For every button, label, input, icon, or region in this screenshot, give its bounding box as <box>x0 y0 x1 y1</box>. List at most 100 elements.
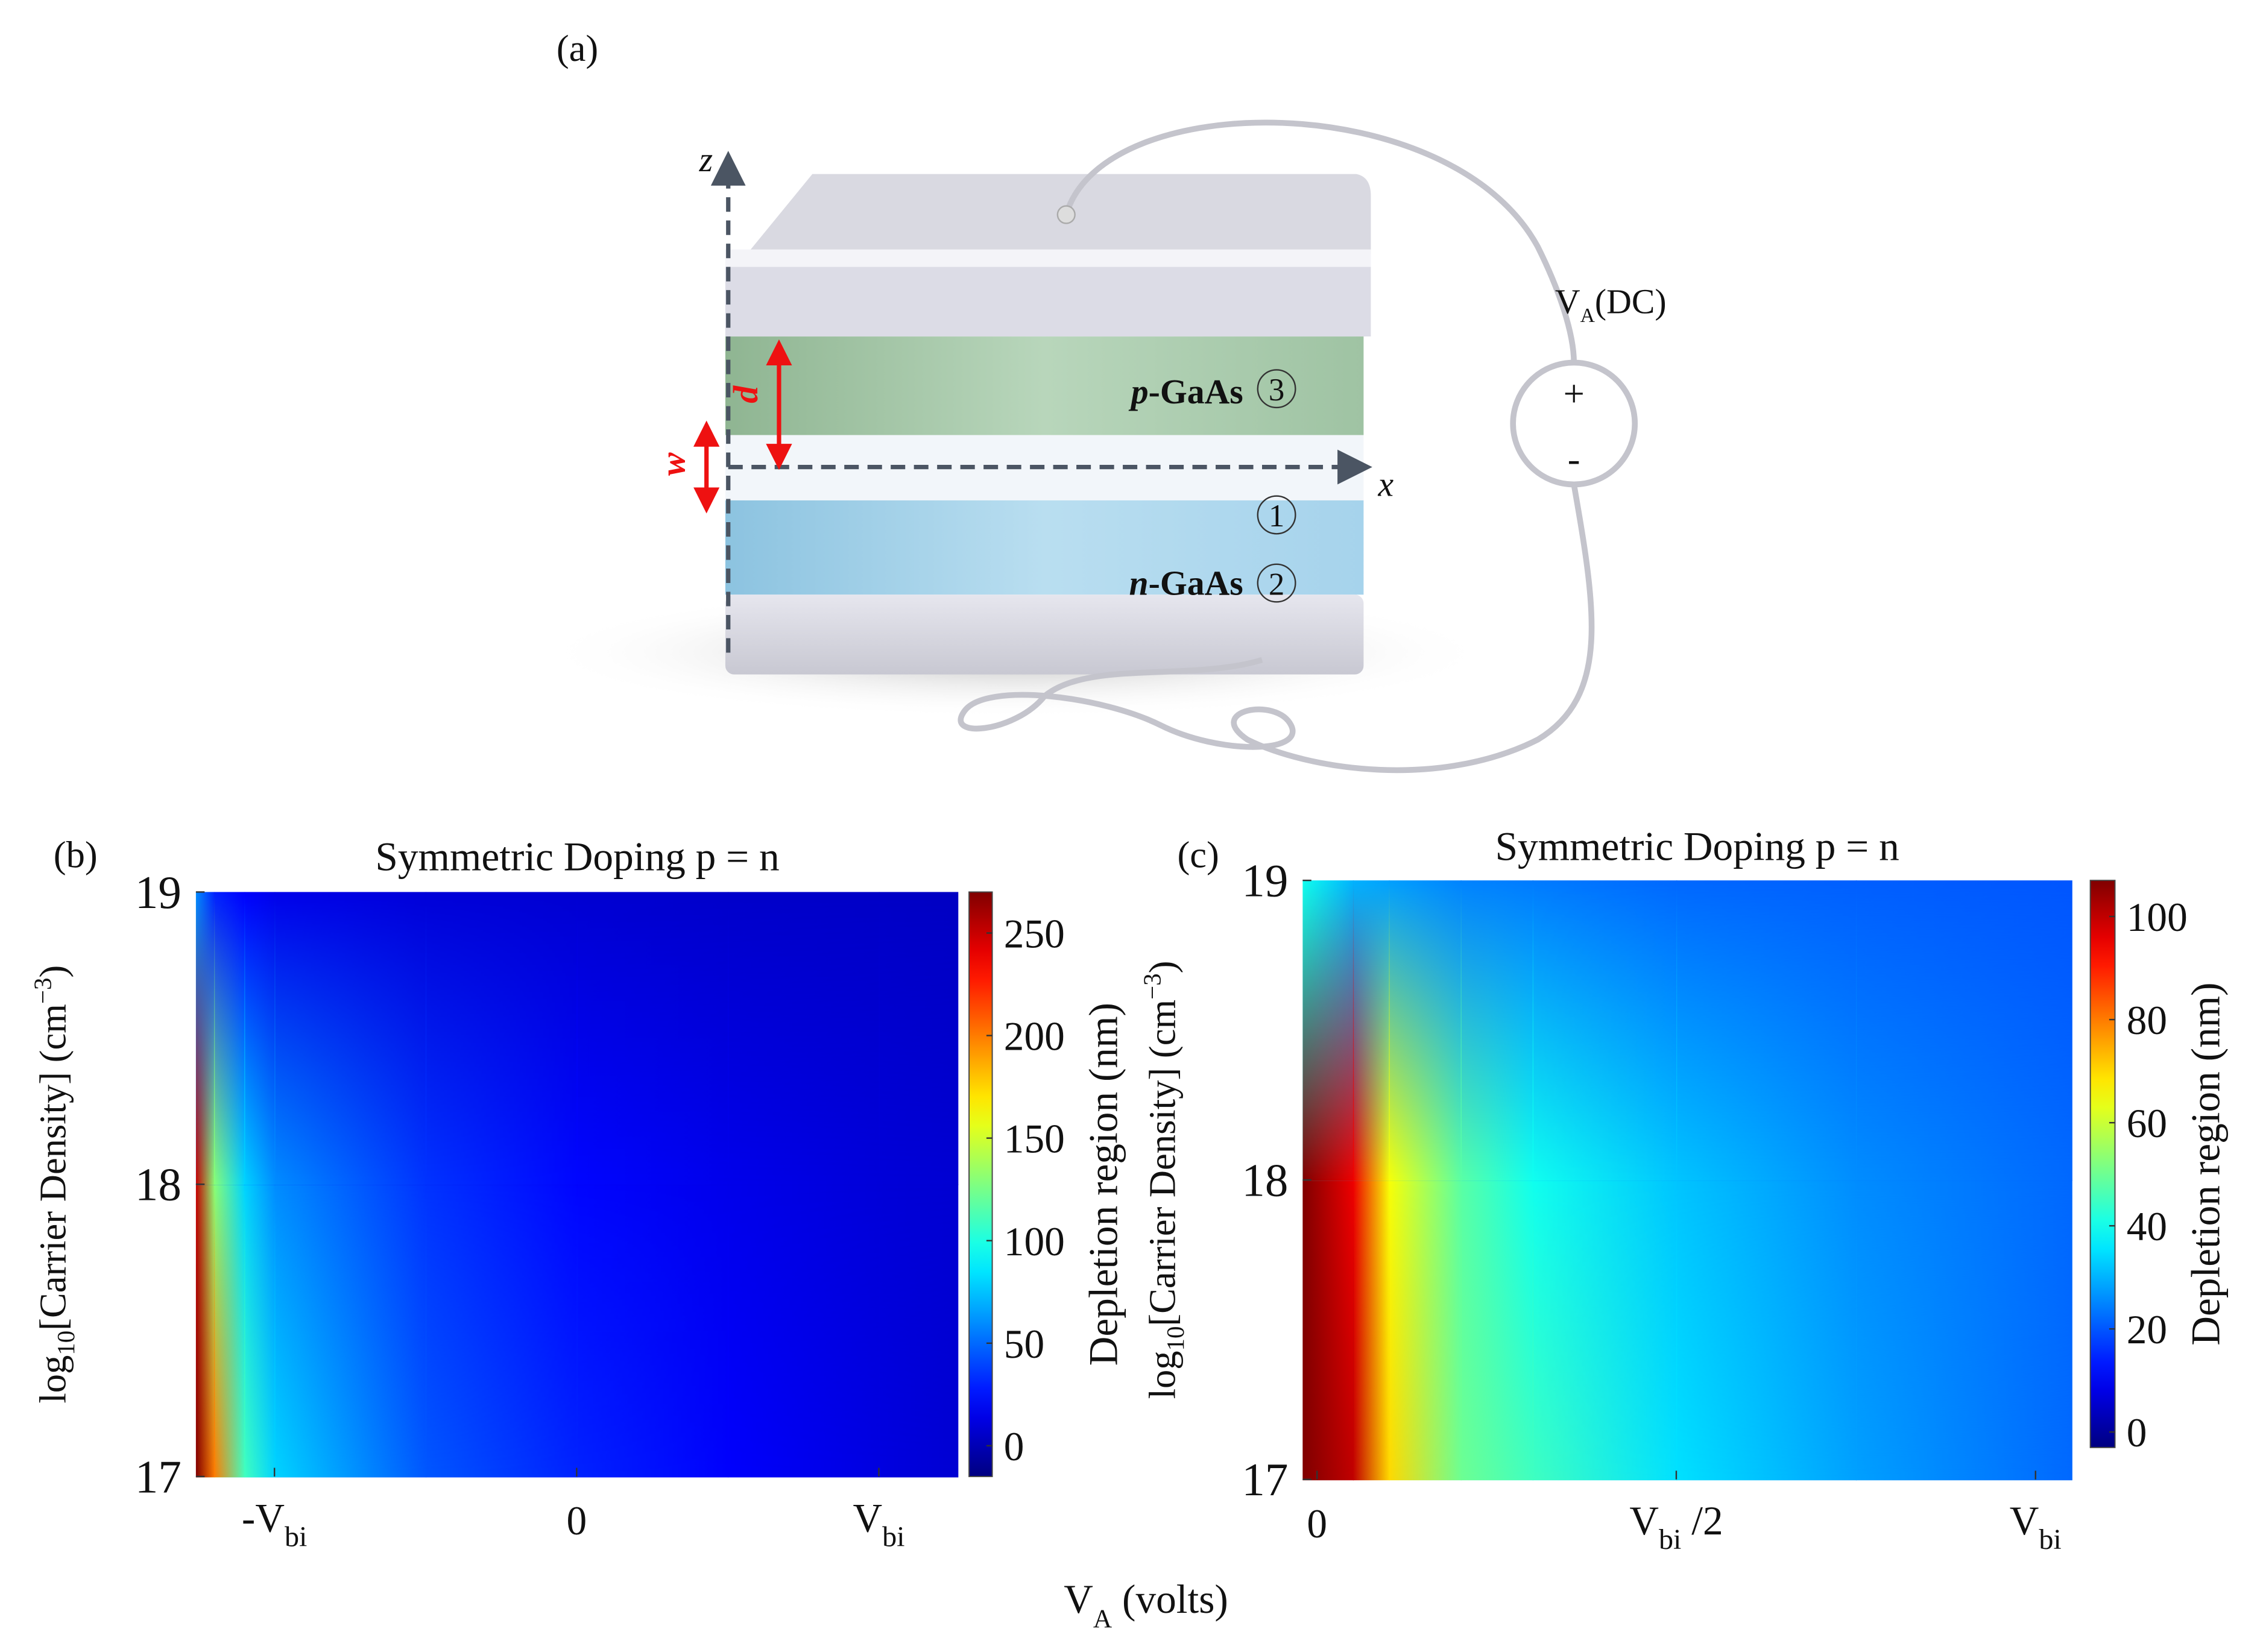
n-layer <box>725 500 1364 595</box>
source-minus: - <box>1568 438 1580 480</box>
heatmap-cell <box>1855 880 2072 1181</box>
x-tick-label: 0 <box>1307 1501 1327 1546</box>
heatmap-cell <box>244 1184 276 1478</box>
superscript: −3 <box>1139 973 1166 1000</box>
heatmap-cell <box>1352 1179 1390 1481</box>
device-diagram: (a) + - VA(DC) z x d w p-GaAs 3 1 n-GaAs… <box>537 27 1667 774</box>
subscript: 10 <box>52 1331 80 1355</box>
heatmap-cell <box>274 892 427 1185</box>
voltage-source <box>1510 359 1638 488</box>
colorbar-tick-label: 0 <box>2127 1410 2147 1455</box>
prefix: log <box>1141 1351 1184 1399</box>
tick-text: V <box>853 1495 882 1540</box>
top-contact <box>725 266 1371 337</box>
p-layer <box>725 336 1364 435</box>
colorbar-tick-label: 20 <box>2127 1307 2167 1352</box>
subscript: A <box>1093 1604 1112 1633</box>
subscript: bi <box>285 1521 307 1553</box>
material: -GaAs <box>1149 373 1243 411</box>
source-plus: + <box>1564 373 1585 415</box>
heatmap-cell <box>274 1184 427 1478</box>
heatmap-cell <box>195 892 215 1185</box>
w-label: w <box>655 452 693 476</box>
colorbar-tick-label: 100 <box>2127 895 2188 940</box>
y-axis-label: log10[Carrier Density] (cm−3) <box>1139 961 1189 1399</box>
d-label: d <box>727 385 765 403</box>
suffix: ) <box>31 965 74 978</box>
top-edge <box>725 249 1371 267</box>
prefix: log <box>31 1355 74 1404</box>
x-axis-label: VA (volts) <box>1064 1577 1228 1633</box>
layer-number: 3 <box>1269 373 1284 408</box>
suffix: ) <box>1141 961 1184 974</box>
colorbar-label: Depletion region (nm) <box>2183 982 2229 1345</box>
subscript: bi <box>882 1521 904 1553</box>
wire <box>958 484 1595 774</box>
prefix: n <box>1129 564 1148 602</box>
heatmap-cell <box>425 1184 578 1478</box>
heatmap-cell <box>1532 880 1678 1181</box>
subscript: 10 <box>1162 1326 1189 1351</box>
colorbar <box>968 891 993 1477</box>
panel-label: (a) <box>557 27 598 69</box>
colorbar-label: Depletion region (nm) <box>1081 1003 1126 1366</box>
heatmap-cell <box>1389 880 1462 1181</box>
panel-label: (b) <box>54 834 98 876</box>
superscript: −3 <box>29 978 56 1004</box>
colorbar <box>2089 880 2116 1448</box>
heatmap-cell <box>1302 1179 1354 1481</box>
unit: (DC) <box>1595 283 1667 321</box>
tick-text: V <box>1629 1498 1659 1543</box>
y-tick-label: 18 <box>1242 1154 1288 1206</box>
number-circle <box>1257 369 1296 409</box>
y-tick-label: 19 <box>135 866 181 918</box>
heatmap-cell <box>879 892 959 1185</box>
p-layer-label: p-GaAs <box>1128 373 1243 411</box>
panel-label: (c) <box>1177 834 1219 876</box>
layer-number: 1 <box>1269 499 1284 534</box>
heatmap-cell <box>727 1184 880 1478</box>
source-label: VA(DC) <box>1555 283 1667 327</box>
heatmap-cell <box>425 892 578 1185</box>
heatmap-cell <box>1302 880 1354 1181</box>
chart-title: Symmetric Doping p = n <box>1495 824 1899 869</box>
x-tick-label: Vbi <box>853 1495 904 1553</box>
n-layer-label: n-GaAs <box>1129 564 1243 602</box>
layer-number: 2 <box>1269 567 1284 602</box>
chart-title: Symmetric Doping p = n <box>375 834 779 879</box>
heatmap-cell <box>1532 1179 1678 1481</box>
number-circle <box>1257 495 1296 535</box>
x-tick-label: Vbi /2 <box>1629 1498 1723 1556</box>
heatmap-cell <box>213 1184 245 1478</box>
y-tick-label: 17 <box>135 1451 181 1502</box>
z-label: z <box>699 141 713 179</box>
bottom-contact <box>725 594 1364 675</box>
subscript: A <box>1580 304 1595 327</box>
colorbar-tick-label: 150 <box>1004 1117 1065 1162</box>
heatmap-cell <box>576 1184 729 1478</box>
label-text: [Carrier Density] (cm <box>31 1004 74 1331</box>
heatmap-cell <box>1855 1179 2072 1481</box>
wire <box>1063 119 1577 363</box>
symbol: V <box>1064 1577 1093 1622</box>
colorbar-tick-label: 40 <box>2127 1204 2167 1249</box>
heatmap-cell <box>195 1184 215 1478</box>
x-tick-label: Vbi <box>2010 1498 2062 1556</box>
y-tick-label: 17 <box>1242 1454 1288 1505</box>
heatmap-cell <box>879 1184 959 1478</box>
tick-text: -V <box>242 1495 285 1540</box>
x-tick-label: -Vbi <box>242 1495 307 1553</box>
wire-joint <box>1056 205 1076 224</box>
y-tick-label: 19 <box>1242 855 1288 907</box>
heatmap-cell <box>1676 1179 1857 1481</box>
heatmap-cell <box>244 892 276 1185</box>
heatmap-cell <box>1460 1179 1534 1481</box>
heatmap-cell <box>1460 880 1534 1181</box>
colorbar-tick-label: 250 <box>1004 912 1065 957</box>
suffix: /2 <box>1681 1498 1723 1543</box>
heatmap-cell <box>727 892 880 1185</box>
